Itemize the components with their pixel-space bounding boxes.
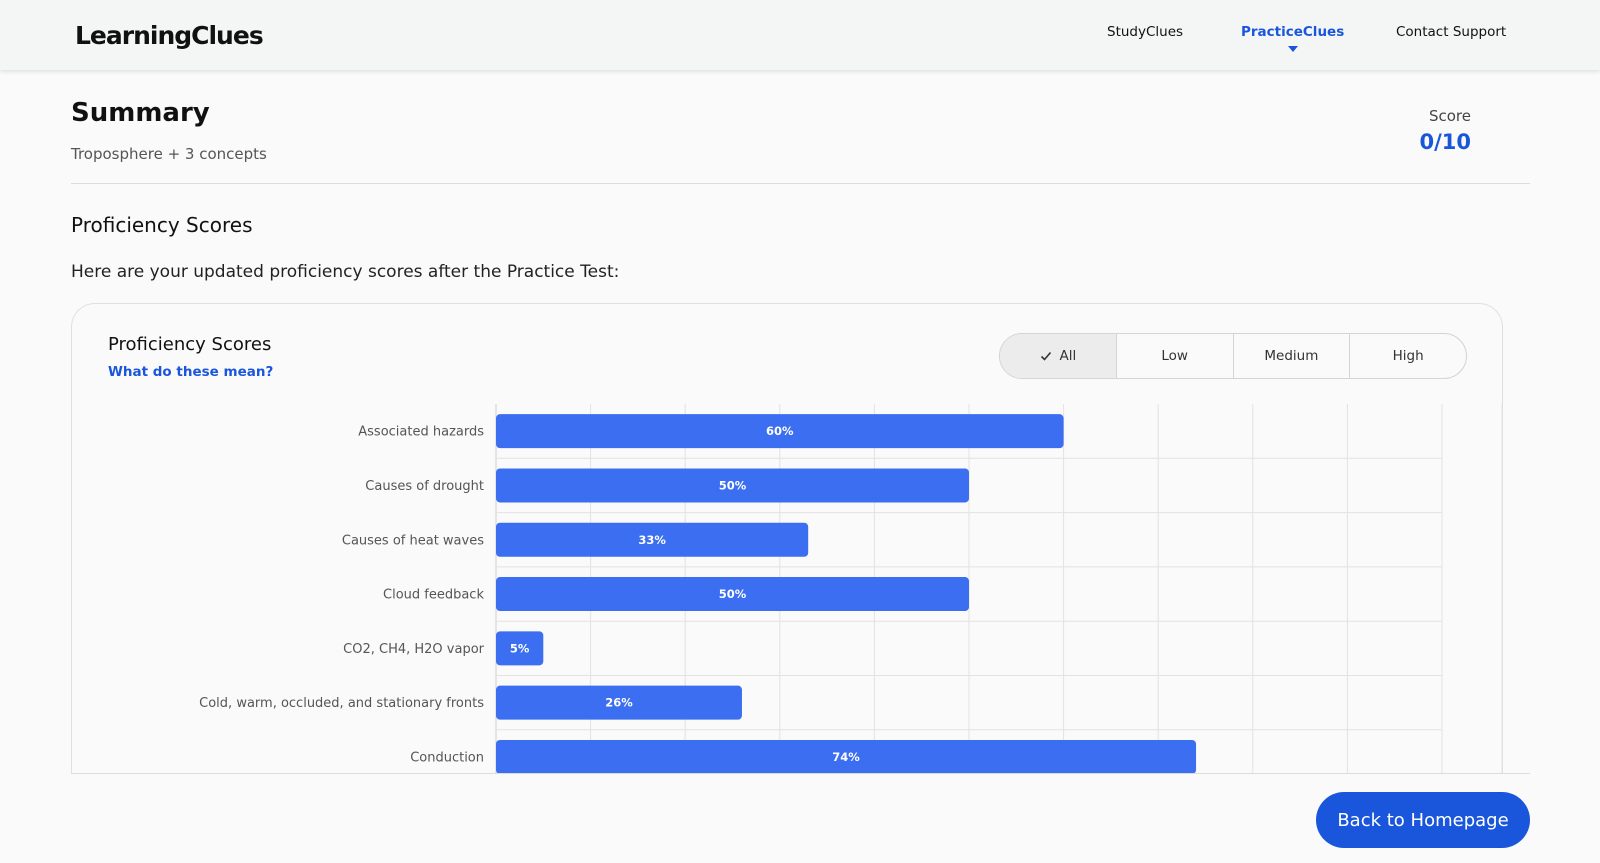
proficiency-bar (496, 522, 809, 557)
proficiency-bar (496, 468, 969, 503)
page-title: Summary (71, 98, 210, 128)
proficiency-bar-chart: Associated hazards 60% Causes of drought 50… (199, 404, 1502, 773)
nav-studyclues[interactable]: StudyClues (1107, 24, 1184, 40)
score-value: 0/10 (1419, 130, 1471, 154)
proficiency-bar (496, 739, 1197, 773)
filter-medium[interactable]: Medium (1232, 334, 1350, 378)
card-title: Proficiency Scores (108, 334, 272, 355)
category-label: Causes of heat waves (342, 533, 484, 548)
active-caret-icon (1287, 46, 1298, 52)
summary-divider (71, 183, 1530, 184)
category-label: CO2, CH4, H2O vapor (343, 642, 485, 657)
category-label: Associated hazards (358, 425, 484, 440)
top-navigation-bar: LearningClues StudyClues PracticeClues C… (0, 0, 1600, 70)
proficiency-card: Associated hazards 60% Causes of drought 50… (71, 303, 1503, 773)
back-to-homepage-button[interactable]: Back to Homepage (1316, 792, 1530, 848)
filter-high[interactable]: High (1349, 334, 1466, 378)
filter-segmented-control: All Low Medium High (999, 333, 1467, 379)
proficiency-bar (496, 414, 1064, 449)
proficiency-bar (496, 577, 969, 612)
category-label: Causes of drought (365, 479, 484, 494)
nav-contact-support[interactable]: Contact Support (1396, 24, 1507, 40)
category-label: Cloud feedback (383, 588, 484, 603)
nav-practiceclues-label: PracticeClues (1241, 24, 1345, 40)
filter-low[interactable]: Low (1115, 334, 1233, 378)
filter-all-label: All (1059, 348, 1077, 364)
intro-text: Here are your updated proficiency scores… (71, 262, 620, 282)
proficiency-bar (496, 631, 544, 666)
category-label: Conduction (410, 750, 484, 765)
logo-wordmark: LearningClues (75, 20, 264, 50)
proficiency-bar (496, 685, 742, 720)
bar-value-label: 60% (766, 424, 794, 438)
score-label: Score (1428, 107, 1471, 125)
page-subtitle: Troposphere + 3 concepts (71, 145, 267, 163)
check-icon (1040, 351, 1051, 361)
nav-practiceclues[interactable]: PracticeClues (1241, 24, 1345, 52)
bar-value-label: 74% (832, 750, 860, 764)
help-link[interactable]: What do these mean? (108, 364, 274, 380)
bar-value-label: 26% (605, 696, 633, 710)
section-title: Proficiency Scores (71, 213, 253, 237)
bar-value-label: 33% (638, 533, 666, 547)
learningclues-logo[interactable]: LearningClues (75, 18, 264, 52)
category-label: Cold, warm, occluded, and stationary fro… (199, 696, 484, 711)
filter-all[interactable]: All (1000, 334, 1116, 378)
bar-value-label: 50% (719, 478, 747, 492)
bar-value-label: 5% (510, 641, 530, 655)
bar-value-label: 50% (719, 587, 747, 601)
card-bottom-line (71, 773, 1530, 774)
